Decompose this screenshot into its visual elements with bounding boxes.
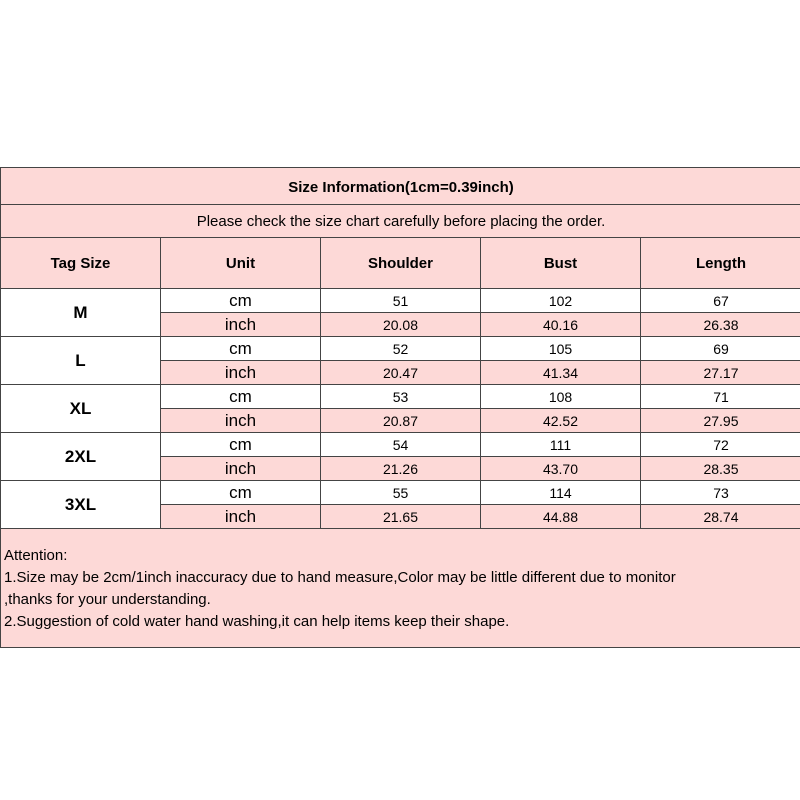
size-table: Size Information(1cm=0.39inch) Please ch… [0,167,800,648]
table-row: inch 21.26 43.70 28.35 [0,456,800,481]
unit-cell: cm [160,480,321,505]
shoulder-cell: 20.47 [320,360,481,385]
bust-cell: 114 [480,480,641,505]
table-row: XL cm 53 108 71 [0,384,800,433]
unit-cell: cm [160,336,321,361]
length-cell: 28.74 [640,504,800,529]
header-shoulder: Shoulder [320,237,481,289]
header-length: Length [640,237,800,289]
unit-cell: inch [160,456,321,481]
length-cell: 28.35 [640,456,800,481]
length-cell: 27.17 [640,360,800,385]
bust-cell: 41.34 [480,360,641,385]
attention-notes: Attention: 1.Size may be 2cm/1inch inacc… [0,528,800,648]
tag-size-cell: M [0,288,161,337]
table-title: Size Information(1cm=0.39inch) [0,167,800,205]
shoulder-cell: 54 [320,432,481,457]
shoulder-cell: 21.26 [320,456,481,481]
bust-cell: 105 [480,336,641,361]
length-cell: 27.95 [640,408,800,433]
shoulder-cell: 21.65 [320,504,481,529]
bust-cell: 102 [480,288,641,313]
shoulder-cell: 51 [320,288,481,313]
length-cell: 67 [640,288,800,313]
unit-cell: cm [160,288,321,313]
attention-heading: Attention: [4,547,68,564]
length-cell: 72 [640,432,800,457]
unit-cell: inch [160,312,321,337]
attention-line: 1.Size may be 2cm/1inch inaccuracy due t… [4,569,676,586]
shoulder-cell: 53 [320,384,481,409]
table-subtitle: Please check the size chart carefully be… [0,204,800,238]
unit-cell: inch [160,360,321,385]
attention-line: ,thanks for your understanding. [4,591,211,608]
length-cell: 71 [640,384,800,409]
shoulder-cell: 52 [320,336,481,361]
tag-size-cell: L [0,336,161,385]
bust-cell: 42.52 [480,408,641,433]
table-row: inch 20.08 40.16 26.38 [0,312,800,337]
bust-cell: 108 [480,384,641,409]
length-cell: 73 [640,480,800,505]
table-row: inch 21.65 44.88 28.74 [0,504,800,529]
length-cell: 69 [640,336,800,361]
tag-size-cell: 2XL [0,432,161,481]
header-tag-size: Tag Size [0,237,161,289]
bust-cell: 43.70 [480,456,641,481]
shoulder-cell: 20.08 [320,312,481,337]
unit-cell: cm [160,432,321,457]
shoulder-cell: 20.87 [320,408,481,433]
table-row: 3XL cm 55 114 73 [0,480,800,529]
tag-size-cell: 3XL [0,480,161,529]
bust-cell: 111 [480,432,641,457]
tag-size-cell: XL [0,384,161,433]
header-unit: Unit [160,237,321,289]
bust-cell: 40.16 [480,312,641,337]
length-cell: 26.38 [640,312,800,337]
shoulder-cell: 55 [320,480,481,505]
table-row: 2XL cm 54 111 72 [0,432,800,481]
unit-cell: inch [160,408,321,433]
header-bust: Bust [480,237,641,289]
unit-cell: cm [160,384,321,409]
size-chart: Size Information(1cm=0.39inch) Please ch… [0,167,800,648]
attention-line: 2.Suggestion of cold water hand washing,… [4,613,510,630]
bust-cell: 44.88 [480,504,641,529]
unit-cell: inch [160,504,321,529]
